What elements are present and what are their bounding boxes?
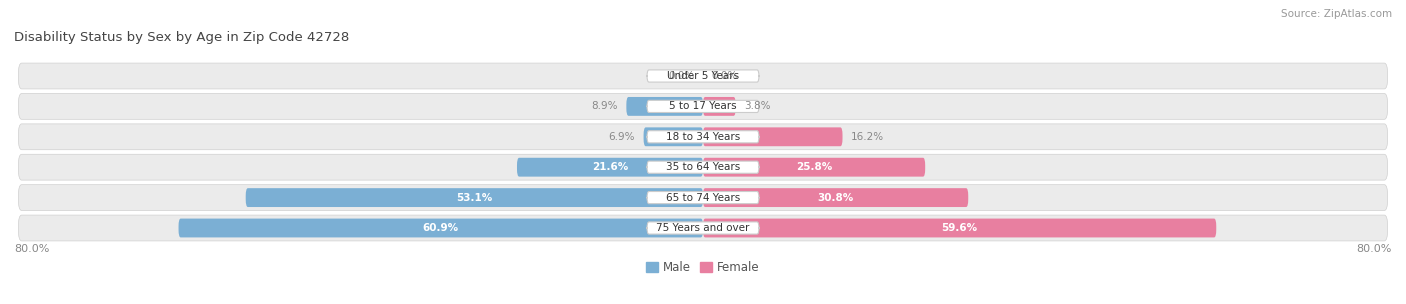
Text: 0.0%: 0.0% xyxy=(711,71,738,81)
Text: 16.2%: 16.2% xyxy=(851,132,884,142)
Text: 3.8%: 3.8% xyxy=(744,102,770,111)
FancyBboxPatch shape xyxy=(18,185,1388,211)
FancyBboxPatch shape xyxy=(644,127,703,146)
Text: 6.9%: 6.9% xyxy=(609,132,636,142)
FancyBboxPatch shape xyxy=(179,219,703,237)
FancyBboxPatch shape xyxy=(703,188,969,207)
FancyBboxPatch shape xyxy=(517,158,703,177)
Text: 30.8%: 30.8% xyxy=(817,193,853,202)
FancyBboxPatch shape xyxy=(18,124,1388,150)
Text: Under 5 Years: Under 5 Years xyxy=(666,71,740,81)
Text: 65 to 74 Years: 65 to 74 Years xyxy=(666,193,740,202)
Text: 21.6%: 21.6% xyxy=(592,162,628,172)
Text: 59.6%: 59.6% xyxy=(942,223,977,233)
Text: Source: ZipAtlas.com: Source: ZipAtlas.com xyxy=(1281,9,1392,19)
Text: 0.0%: 0.0% xyxy=(668,71,695,81)
FancyBboxPatch shape xyxy=(703,219,1216,237)
FancyBboxPatch shape xyxy=(647,222,759,234)
Text: 35 to 64 Years: 35 to 64 Years xyxy=(666,162,740,172)
FancyBboxPatch shape xyxy=(647,131,759,143)
FancyBboxPatch shape xyxy=(18,94,1388,119)
Text: 25.8%: 25.8% xyxy=(796,162,832,172)
FancyBboxPatch shape xyxy=(246,188,703,207)
Text: 60.9%: 60.9% xyxy=(423,223,458,233)
FancyBboxPatch shape xyxy=(647,100,759,112)
Text: 5 to 17 Years: 5 to 17 Years xyxy=(669,102,737,111)
FancyBboxPatch shape xyxy=(18,215,1388,241)
FancyBboxPatch shape xyxy=(703,97,735,116)
Text: 53.1%: 53.1% xyxy=(456,193,492,202)
FancyBboxPatch shape xyxy=(703,158,925,177)
Text: 80.0%: 80.0% xyxy=(14,244,49,254)
FancyBboxPatch shape xyxy=(626,97,703,116)
FancyBboxPatch shape xyxy=(647,161,759,173)
Text: Disability Status by Sex by Age in Zip Code 42728: Disability Status by Sex by Age in Zip C… xyxy=(14,31,349,44)
Text: 8.9%: 8.9% xyxy=(592,102,617,111)
FancyBboxPatch shape xyxy=(647,192,759,204)
Text: 18 to 34 Years: 18 to 34 Years xyxy=(666,132,740,142)
Legend: Male, Female: Male, Female xyxy=(641,256,765,278)
FancyBboxPatch shape xyxy=(18,154,1388,180)
FancyBboxPatch shape xyxy=(18,63,1388,89)
FancyBboxPatch shape xyxy=(647,70,759,82)
Text: 75 Years and over: 75 Years and over xyxy=(657,223,749,233)
FancyBboxPatch shape xyxy=(703,127,842,146)
Text: 80.0%: 80.0% xyxy=(1357,244,1392,254)
